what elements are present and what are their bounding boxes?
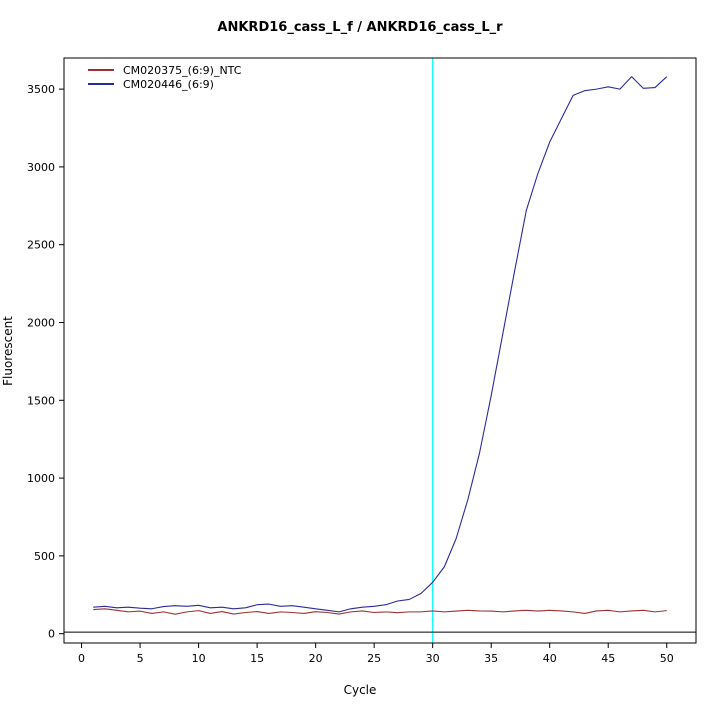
y-tick-label: 500 [34, 550, 55, 563]
legend-label-ntc: CM020375_(6:9)_NTC [123, 63, 242, 77]
series-line-0 [93, 608, 667, 615]
x-tick-label: 10 [192, 652, 206, 665]
y-tick-label: 2500 [27, 239, 55, 252]
y-tick-label: 1000 [27, 472, 55, 485]
y-tick-label: 1500 [27, 394, 55, 407]
legend-line-ntc-icon [88, 69, 114, 71]
chart-title: ANKRD16_cass_L_f / ANKRD16_cass_L_r [217, 20, 503, 35]
series-line-1 [93, 76, 668, 613]
x-tick-label: 15 [250, 652, 264, 665]
x-tick-label: 20 [309, 652, 323, 665]
legend-item-sample: CM020446_(6:9) [88, 77, 241, 91]
x-axis-label: Cycle [343, 683, 377, 697]
y-tick-label: 3500 [27, 83, 55, 96]
x-tick-label: 25 [367, 652, 381, 665]
y-tick-label: 0 [48, 628, 55, 641]
y-tick-label: 2000 [27, 316, 55, 329]
y-tick-label: 3000 [27, 161, 55, 174]
x-tick-label: 0 [78, 652, 85, 665]
legend-label-sample: CM020446_(6:9) [123, 77, 214, 91]
legend-item-ntc: CM020375_(6:9)_NTC [88, 63, 241, 77]
x-tick-label: 40 [543, 652, 557, 665]
x-tick-label: 50 [660, 652, 674, 665]
x-tick-label: 35 [484, 652, 498, 665]
legend-line-sample-icon [88, 83, 114, 85]
legend: CM020375_(6:9)_NTC CM020446_(6:9) [88, 63, 241, 91]
y-axis-label: Fluorescent [1, 316, 15, 386]
x-tick-label: 45 [601, 652, 615, 665]
plot-border [63, 57, 697, 644]
x-tick-label: 5 [137, 652, 144, 665]
x-tick-label: 30 [426, 652, 440, 665]
